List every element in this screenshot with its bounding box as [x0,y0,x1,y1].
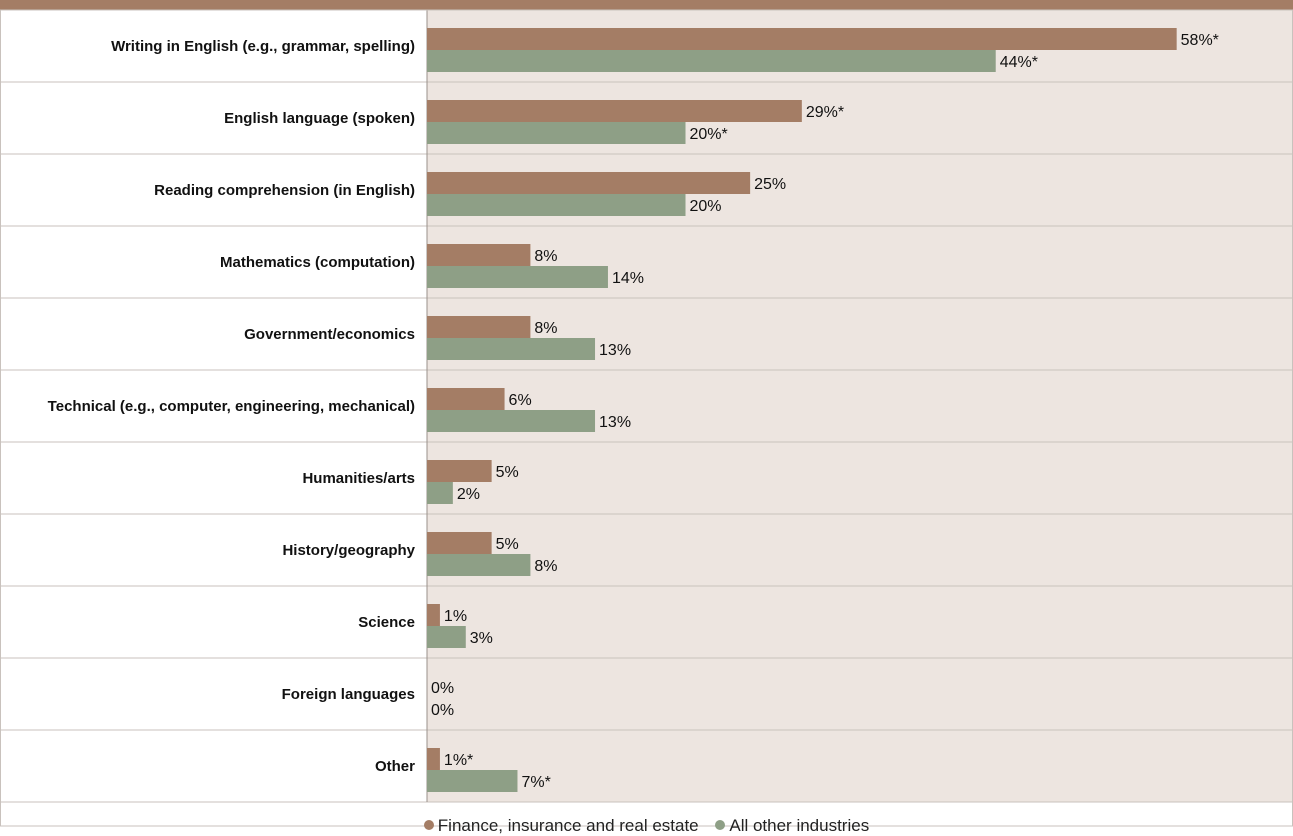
value-label-finance: 6% [509,392,532,409]
bar-other [427,50,996,72]
bar-other [427,266,608,288]
category-label: Technical (e.g., computer, engineering, … [48,398,415,415]
legend-swatch-finance [423,820,434,830]
bar-finance [427,100,802,122]
bar-other [427,482,453,504]
value-label-other: 0% [431,702,454,719]
value-label-finance: 29%* [806,104,844,121]
bar-other [427,554,531,576]
value-label-finance: 58%* [1181,32,1219,49]
header-bar [0,0,1293,10]
bar-finance [427,28,1177,50]
category-label-column [0,10,426,802]
category-label: Government/economics [244,326,415,343]
category-label: Foreign languages [282,686,415,703]
category-label: History/geography [282,542,415,559]
category-label: Science [358,614,415,631]
value-label-other: 14% [612,270,644,287]
bar-other [427,770,518,792]
legend-label-other: All other industries [729,816,870,835]
value-label-other: 44%* [1000,54,1038,71]
value-label-finance: 25% [754,176,786,193]
bar-finance [427,316,531,338]
bar-finance [427,604,440,626]
bar-finance [427,532,492,554]
legend-item-other: All other industries [715,815,869,836]
category-label: English language (spoken) [224,110,415,127]
bar-finance [427,748,440,770]
value-label-other: 13% [599,342,631,359]
category-label: Humanities/arts [302,470,415,487]
bar-other [427,410,596,432]
legend-label-finance: Finance, insurance and real estate [437,816,699,835]
bar-finance [427,460,492,482]
value-label-finance: 5% [496,536,519,553]
category-label: Other [375,758,415,775]
value-label-finance: 5% [496,464,519,481]
value-label-other: 3% [470,630,493,647]
category-label: Writing in English (e.g., grammar, spell… [111,38,415,55]
value-label-other: 20% [690,198,722,215]
legend-swatch-other [715,820,726,830]
value-label-finance: 8% [534,320,557,337]
value-label-other: 13% [599,414,631,431]
value-label-finance: 0% [431,680,454,697]
legend: Finance, insurance and real estate All o… [0,815,1293,836]
category-label: Mathematics (computation) [220,254,415,271]
value-label-other: 7%* [521,774,550,791]
value-label-other: 20%* [690,126,728,143]
value-label-finance: 1%* [444,752,473,769]
bar-finance [427,244,531,266]
value-label-finance: 8% [534,248,557,265]
category-label: Reading comprehension (in English) [154,182,415,199]
value-label-other: 8% [534,558,557,575]
value-label-other: 2% [457,486,480,503]
bar-other [427,194,686,216]
bar-finance [427,388,505,410]
bar-finance [427,172,751,194]
bar-other [427,626,466,648]
bar-other [427,338,596,360]
legend-item-finance: Finance, insurance and real estate [423,815,699,836]
value-label-finance: 1% [444,608,467,625]
bar-other [427,122,686,144]
